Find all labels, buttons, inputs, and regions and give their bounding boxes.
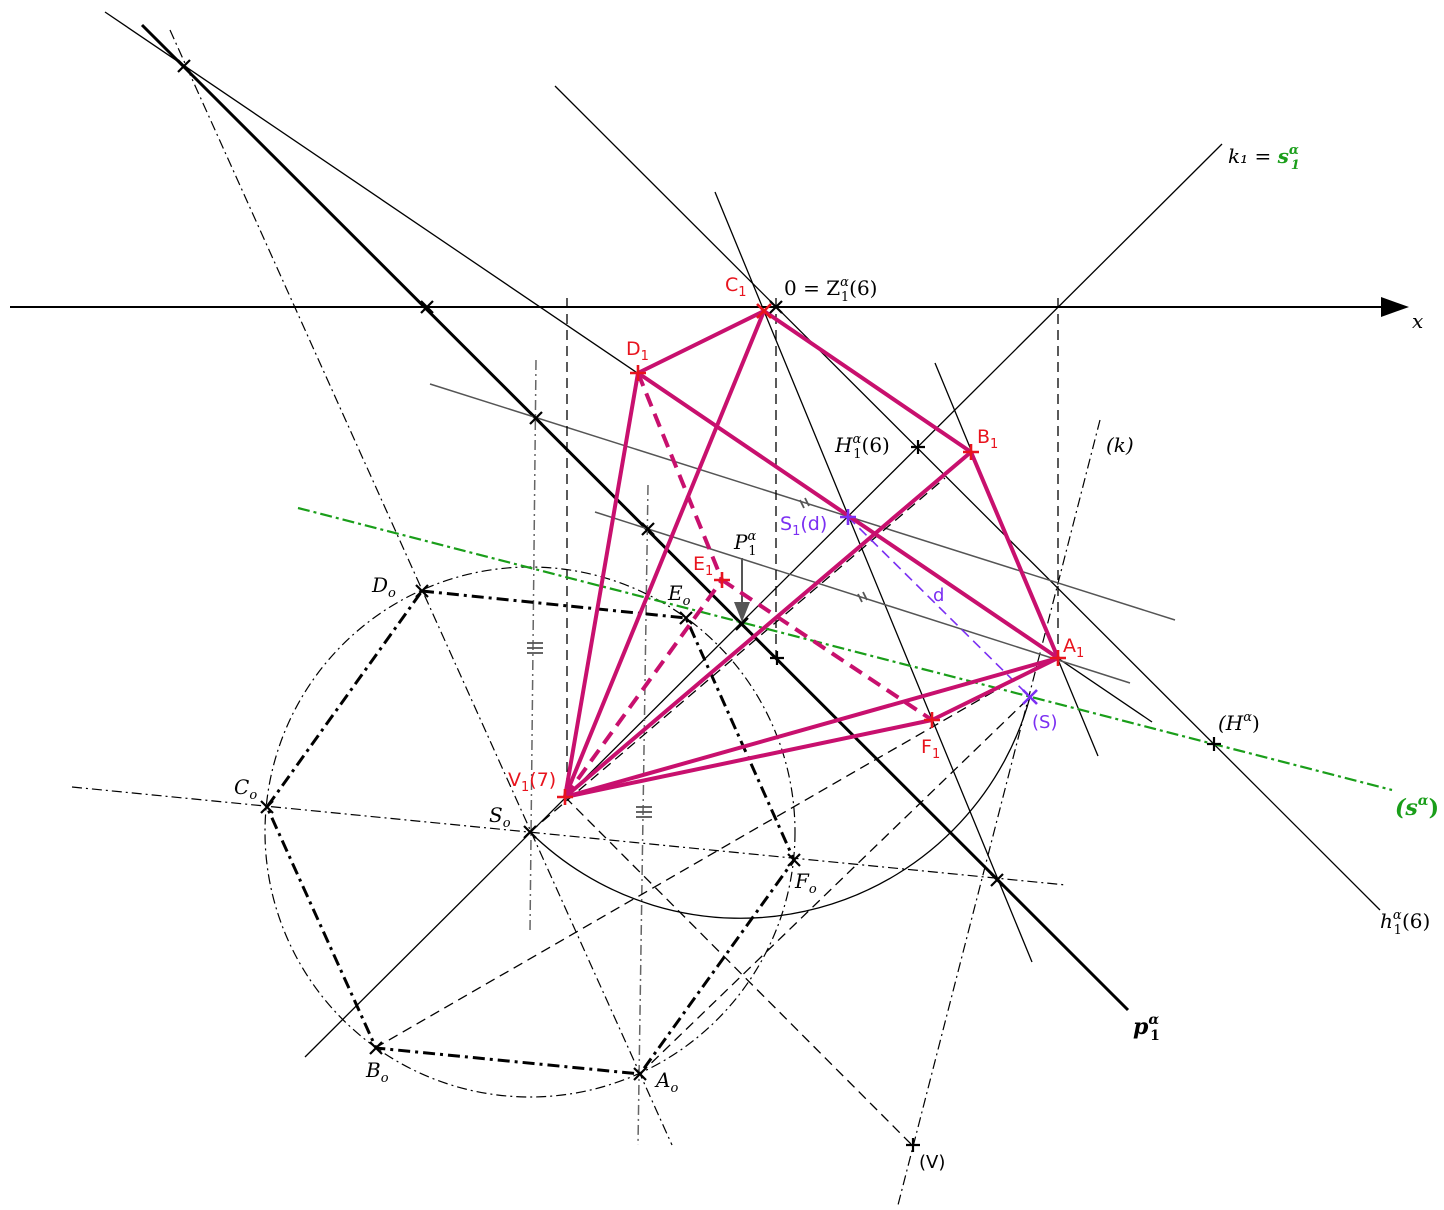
edge-E1-F1-hidden [720,578,934,722]
label-s-alpha: (sα) [1395,793,1439,821]
marker-D1 [630,365,646,381]
marker-Z1 [769,300,783,314]
dashed-line-3 [529,477,946,833]
label-origin: 0 = Zα 1(6) [784,275,878,305]
label-V1: V1(7) [508,769,556,795]
marker-Eo [679,611,693,625]
edge-V1-D1 [563,372,640,798]
dashed-line-2 [564,796,913,1146]
label-Co: Co [234,775,257,803]
label-p1: pα 1 [1133,1012,1160,1044]
label-k: (k) [1106,433,1134,457]
parallel-marks [527,497,868,818]
marker-F1 [924,712,940,728]
marker-grey-1 [529,411,543,425]
label-P1: Pα 1 [733,529,757,559]
label-H-alpha: (Hα) [1218,710,1260,735]
line-s-alpha [297,506,1393,792]
marker-lower-right [990,873,1004,887]
line-grey-upper [429,383,1176,621]
marker-A1 [1050,650,1066,666]
line-C1-steep [714,191,1033,963]
line-dashdot-left-steep [169,29,673,1146]
edge-V1-B1 [563,450,973,799]
edge-V1-F1 [564,718,933,799]
label-S: (S) [1032,712,1057,733]
line-h1-alpha [554,85,1381,911]
marker-Fo [787,853,801,867]
violet-distance-d [847,516,1031,698]
line-grey-lower [594,511,1131,684]
pyramid-base-polygon [636,309,1060,660]
label-V: (V) [919,1152,945,1173]
edge-V1-A1 [564,656,1059,799]
label-A1: A1 [1063,635,1084,661]
marker-B1 [963,444,979,460]
label-S1: S1(d) [780,513,827,539]
edge-D1-E1-hidden [636,372,724,581]
label-h1: hα 1(6) [1380,908,1430,938]
marker-H-alpha [1207,737,1221,751]
label-Eo: Eo [667,581,691,609]
label-Do: Do [371,573,396,601]
line-p1-alpha [140,23,1130,1012]
marker-Ao [633,1067,647,1081]
label-D1: D1 [626,338,649,364]
solid-arc-around-So [529,696,1031,919]
violet-markers [840,509,1038,705]
label-So: So [489,803,511,831]
red-cross-markers [557,303,1066,805]
line-k1 [304,143,1223,1058]
label-Ao: Ao [654,1068,678,1096]
marker-C1 [756,303,772,319]
dashed-line-4 [639,696,1031,1075]
marker-top-left [177,59,191,73]
marker-So [523,825,537,839]
marker-axis-1 [420,300,434,314]
marker-S [1022,689,1038,705]
marker-Co [260,800,274,814]
label-H1: Hα 1(6) [834,432,890,462]
label-B1: B1 [977,426,998,452]
marker-V1 [557,789,573,805]
marker-P1 [735,617,749,631]
marker-Do [415,584,429,598]
marker-grey-2 [641,522,655,536]
label-k1: k₁ = sα 1 [1228,143,1300,173]
label-d: d [933,585,944,606]
line-dashdot-So-Fo [71,786,1067,886]
line-dashdot-vert-left [529,359,537,933]
label-Bo: Bo [365,1058,389,1086]
label-F1: F1 [921,736,940,762]
edge-V1-E1-hidden [563,578,724,799]
label-C1: C1 [725,274,747,300]
black-cross-markers [177,59,1221,1152]
edge-V1-C1 [563,310,766,798]
label-x-axis: x [1412,309,1423,333]
edge-A1-F1 [931,656,1059,722]
marker-mid [770,651,784,665]
marker-Bo [369,1041,383,1055]
marker-E1 [714,572,730,588]
dashed-line-1 [374,657,1053,1049]
label-Fo: Fo [794,869,817,897]
marker-H1 [911,440,925,454]
line-dashdot-vert-right [637,484,649,1146]
marker-V [906,1138,920,1152]
line-dashdot-k [897,419,1101,1206]
marker-S1 [840,509,856,525]
label-E1: E1 [693,553,713,579]
